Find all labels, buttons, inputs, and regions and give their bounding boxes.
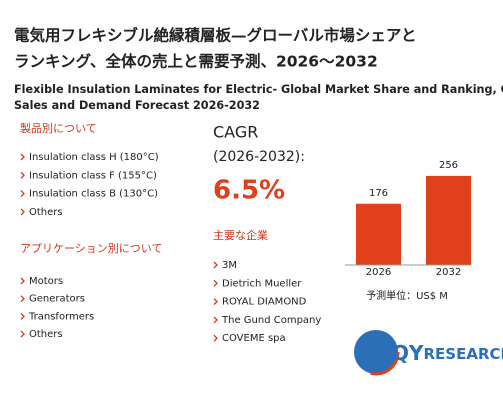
list-item: Others [29, 207, 63, 218]
title-ja: 電気用フレキシブル絶縁積層板—グローバル市場シェアと [14, 26, 417, 45]
section-heading: 製品別について [20, 121, 97, 135]
logo-prefix: QY [392, 341, 424, 365]
bullet-chevron [20, 190, 25, 198]
data-label: 176 [369, 188, 388, 199]
section-heading: 主要な企業 [213, 228, 268, 242]
list-item: Insulation class B (130°C) [29, 189, 158, 200]
list-item: Others [29, 329, 63, 340]
logo: QYRESEARCH [352, 328, 503, 376]
list-item: Insulation class F (155°C) [29, 170, 157, 181]
section-heading: アプリケーション別について [20, 242, 162, 255]
list-item: ROYAL DIAMOND [222, 297, 307, 308]
list-item: COVEME spa [222, 333, 286, 344]
list-item: 3M [222, 260, 237, 271]
bullet-chevron [213, 334, 218, 342]
bullet-chevron [20, 277, 25, 285]
list-item: Motors [29, 276, 63, 287]
list-item: The Gund Company [221, 315, 321, 326]
logo-globe [354, 330, 398, 374]
logo-suffix: RESEARCH [423, 345, 503, 363]
bullet-chevron [20, 171, 25, 179]
x-tick-label: 2032 [436, 267, 461, 278]
bullet-chevron [213, 298, 218, 306]
data-label: 256 [439, 160, 458, 171]
title-ja: ランキング、全体の売上と需要予測、2026～2032 [14, 52, 378, 71]
bar [426, 175, 471, 265]
list-item: Dietrich Mueller [222, 278, 302, 289]
logo-ring [352, 328, 400, 376]
bullet-chevron [20, 312, 25, 320]
title-en: Flexible Insulation Laminates for Electr… [14, 83, 503, 96]
list-item: Transformers [28, 311, 94, 322]
bullet-chevron [213, 316, 218, 324]
bullet-chevron [20, 295, 25, 303]
bullet-chevron [213, 279, 218, 287]
list-item: Generators [29, 294, 85, 305]
bar [356, 203, 401, 265]
logo-text: QYRESEARCH [392, 341, 503, 365]
cagr-value: 6.5% [213, 176, 285, 206]
bullet-chevron [20, 208, 25, 216]
bullet-chevron [213, 261, 218, 269]
title-en: Sales and Demand Forecast 2026-2032 [14, 99, 260, 112]
cagr-period: (2026-2032): [213, 149, 305, 165]
x-tick-label: 2026 [366, 267, 391, 278]
list-item: Insulation class H (180°C) [29, 152, 159, 163]
cagr-label: CAGR [213, 123, 258, 142]
unit-label: 予測単位：US$ M [366, 289, 448, 302]
bullet-chevron [20, 153, 25, 161]
bullet-chevron [20, 330, 25, 338]
